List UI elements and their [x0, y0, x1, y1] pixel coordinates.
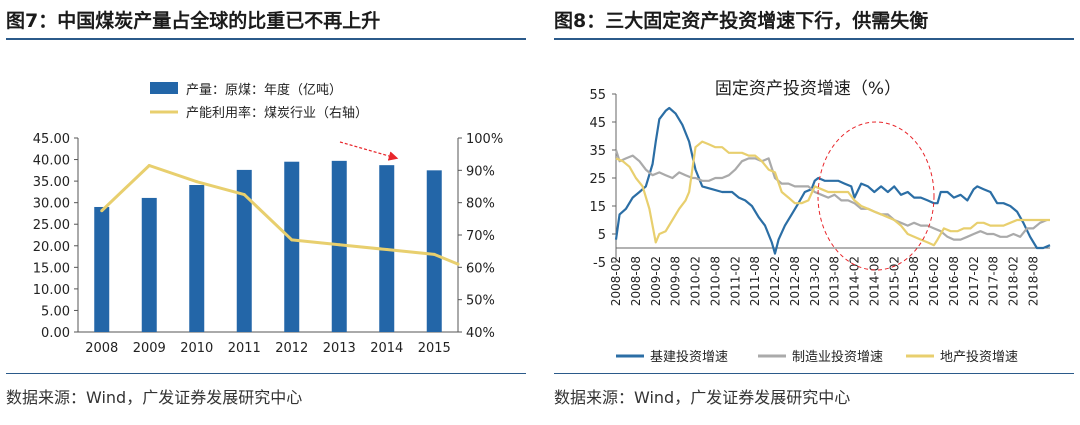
x-tick-label: 2008-08 — [629, 256, 643, 306]
series-line-制造业投资增速 — [614, 149, 1048, 241]
x-tick-label: 2015-08 — [907, 256, 921, 306]
legend-bar-label: 产量：原煤：年度（亿吨） — [186, 82, 342, 98]
x-tick-label: 2013-02 — [808, 256, 822, 306]
x-tick-label: 2010-02 — [689, 256, 703, 306]
line-point — [195, 180, 199, 184]
x-tick-label: 2011-08 — [748, 256, 762, 306]
y-tick-label: 55 — [589, 88, 606, 103]
x-tick-label: 2014-02 — [848, 256, 862, 306]
y-tick-label: 25.00 — [33, 218, 70, 233]
x-tick-label: 2010-08 — [708, 256, 722, 306]
x-tick-label: 2011-02 — [728, 256, 742, 306]
y-tick-label: 40.00 — [33, 154, 70, 169]
left-panel: 图7：中国煤炭产量占全球的比重已不再上升 0.00 5.00 10.00 15.00 2… — [0, 0, 530, 425]
right-figure-header: 图8：三大固定资产投资增速下行，供需失衡 — [554, 10, 929, 32]
y-tick-label: -5 — [593, 256, 606, 271]
bar — [189, 184, 205, 332]
y-tick-label: 45.00 — [33, 132, 70, 147]
left-header-rule — [6, 38, 526, 40]
line-point — [456, 262, 460, 266]
left-chart: 0.00 5.00 10.00 15.00 20.00 25.00 30.00 35.00 40… — [33, 82, 503, 356]
x-tick-label: 2016-08 — [947, 256, 961, 306]
right-footer-rule — [554, 373, 1074, 374]
x-tick-label: 2013-08 — [828, 256, 842, 306]
y2-tick-label: 100% — [466, 132, 503, 147]
x-tick-label: 2008-02 — [609, 256, 623, 306]
y2-tick-label: 80% — [466, 197, 495, 212]
y-tick-label: 20.00 — [33, 240, 70, 255]
right-source-note: 数据来源：Wind，广发证券发展研究中心 — [554, 388, 851, 407]
x-tick-label: 2017-08 — [987, 256, 1001, 306]
y-tick-label: 0.00 — [41, 326, 70, 341]
x-tick-label: 2014 — [370, 341, 403, 356]
right-header-rule — [554, 38, 1074, 40]
x-tick-label: 2009 — [133, 341, 166, 356]
bar — [236, 169, 252, 332]
x-tick-label: 2009-02 — [649, 256, 663, 306]
bar — [331, 160, 347, 332]
x-tick-label: 2012 — [275, 341, 308, 356]
legend-label: 制造业投资增速 — [792, 349, 883, 365]
x-tick-label: 2008 — [85, 341, 118, 356]
x-tick-label: 2010 — [180, 341, 213, 356]
highlight-ellipse — [817, 121, 935, 271]
x-tick-label: 2015 — [418, 341, 451, 356]
y-tick-label: 45 — [589, 116, 606, 131]
x-tick-label: 2012-08 — [788, 256, 802, 306]
y-tick-label: 35.00 — [33, 175, 70, 190]
line-point — [147, 163, 151, 167]
series-line-地产投资增速 — [615, 140, 1050, 247]
bar — [284, 161, 300, 332]
decline-arrow — [339, 141, 399, 161]
y-tick-label: 35 — [589, 144, 606, 159]
y-tick-label: 5.00 — [41, 304, 70, 319]
line-point — [337, 243, 341, 247]
right-chart: 固定资产投资增速（%） -5 5 15 25 35 45 55 2008-02 2008-08 20… — [589, 79, 1051, 365]
x-tick-label: 2015-02 — [887, 256, 901, 306]
y-tick-label: 10.00 — [33, 283, 70, 298]
legend-label: 地产投资增速 — [940, 349, 1018, 365]
bar — [141, 197, 157, 332]
left-footer-rule — [6, 373, 526, 374]
bar — [94, 206, 110, 332]
x-tick-label: 2011 — [228, 341, 261, 356]
x-tick-label: 2013 — [323, 341, 356, 356]
line-point — [385, 248, 389, 252]
y-tick-label: 5 — [598, 228, 606, 243]
y-tick-label: 15 — [589, 200, 606, 215]
y-tick-label: 30.00 — [33, 197, 70, 212]
right-panel: 图8：三大固定资产投资增速下行，供需失衡 固定资产投资增速（%） -5 5 15 25 3… — [548, 0, 1080, 425]
series-line-基建投资增速 — [614, 106, 1051, 255]
y2-tick-label: 90% — [466, 164, 495, 179]
left-source-note: 数据来源：Wind，广发证券发展研究中心 — [6, 388, 303, 407]
legend-bar-swatch — [150, 82, 178, 94]
line-point — [100, 209, 104, 213]
left-figure-header: 图7：中国煤炭产量占全球的比重已不再上升 — [6, 10, 381, 32]
y-tick-label: 25 — [589, 172, 606, 187]
x-tick-label: 2018-02 — [1007, 256, 1021, 306]
x-tick-label: 2017-02 — [967, 256, 981, 306]
line-point — [290, 238, 294, 242]
legend-label: 基建投资增速 — [650, 349, 728, 365]
chart-title: 固定资产投资增速（%） — [715, 79, 901, 99]
y2-tick-label: 50% — [466, 294, 495, 309]
line-point — [432, 252, 436, 256]
x-tick-label: 2012-02 — [768, 256, 782, 306]
x-tick-label: 2014-08 — [867, 256, 881, 306]
x-tick-label: 2018-08 — [1026, 256, 1040, 306]
bar — [426, 170, 442, 332]
y2-tick-label: 70% — [466, 229, 495, 244]
x-tick-label: 2009-08 — [669, 256, 683, 306]
y2-tick-label: 40% — [466, 326, 495, 341]
y-tick-label: 15.00 — [33, 261, 70, 276]
x-tick-label: 2016-02 — [927, 256, 941, 306]
line-point — [242, 193, 246, 197]
legend-line-label: 产能利用率：煤炭行业（右轴） — [186, 105, 368, 121]
y2-tick-label: 60% — [466, 261, 495, 276]
